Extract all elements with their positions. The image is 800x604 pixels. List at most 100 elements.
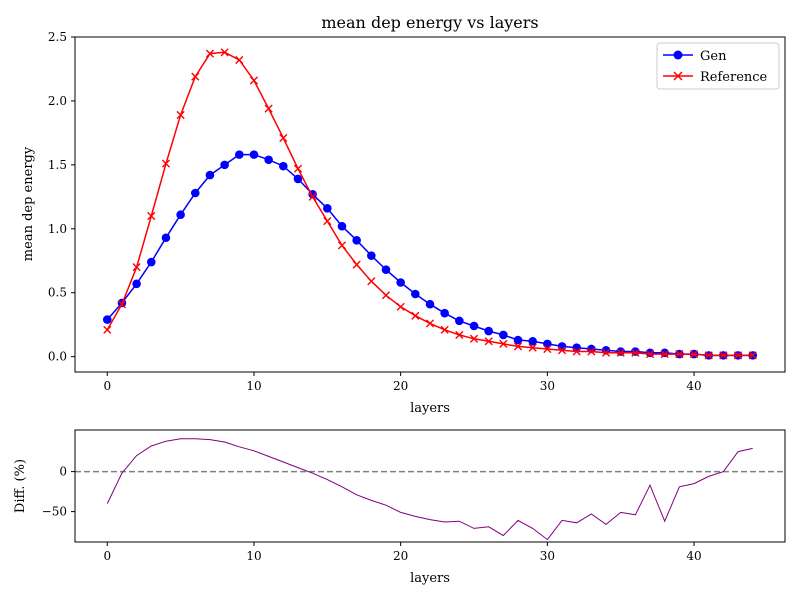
- diff-x-tick-label: 40: [686, 549, 701, 563]
- data-point-gen: [440, 308, 449, 318]
- data-point-reference: [205, 49, 215, 58]
- data-point-reference: [279, 133, 288, 143]
- data-point-gen: [645, 348, 655, 358]
- data-point-reference: [176, 110, 185, 120]
- legend-marker-reference: [673, 71, 683, 81]
- data-point-reference: [103, 325, 112, 334]
- data-point-reference: [264, 104, 273, 113]
- data-point-gen: [234, 150, 244, 159]
- main-y-tick-label: 2.0: [48, 94, 67, 108]
- data-point-reference: [337, 241, 347, 250]
- data-point-reference: [704, 351, 713, 360]
- data-point-reference: [528, 343, 537, 352]
- diff-plot: 0 10 20 30 40 −50 0 layers Diff. (%): [13, 429, 786, 586]
- data-point-reference: [733, 351, 743, 360]
- data-point-reference: [616, 348, 625, 357]
- legend-label-reference: Reference: [700, 70, 768, 85]
- data-point-gen: [249, 150, 259, 159]
- main-y-tick-label: 1.0: [48, 222, 67, 236]
- data-point-reference: [543, 344, 552, 354]
- data-point-reference: [689, 350, 699, 359]
- data-point-reference: [220, 48, 229, 57]
- diff-x-tick-label: 30: [540, 549, 555, 563]
- main-x-tick-label: 10: [246, 379, 261, 393]
- data-point-reference: [469, 334, 479, 343]
- data-point-gen: [455, 316, 464, 326]
- main-x-axis-label: layers: [410, 401, 450, 416]
- data-point-reference: [367, 277, 376, 286]
- data-point-reference: [748, 351, 757, 360]
- data-point-reference: [352, 260, 361, 269]
- data-point-reference: [249, 76, 259, 85]
- diff-y-tick-label: −50: [42, 505, 67, 519]
- data-point-reference: [587, 347, 596, 356]
- main-marks: [102, 48, 758, 360]
- diff-x-tick-label: 20: [393, 549, 408, 563]
- main-x-tick-label: 30: [540, 379, 555, 393]
- data-point-gen: [279, 161, 288, 171]
- legend-label-gen: Gen: [700, 49, 727, 64]
- diff-marks: [75, 438, 785, 541]
- data-point-gen: [323, 204, 332, 213]
- data-point-gen: [660, 348, 670, 358]
- data-point-reference: [161, 159, 171, 168]
- data-point-reference: [117, 300, 127, 309]
- data-point-gen: [484, 326, 493, 336]
- chart-title: mean dep energy vs layers: [321, 13, 538, 32]
- diff-y-tick-label: 0: [59, 465, 67, 479]
- diff-y-ticks: −50 0: [42, 465, 75, 519]
- data-point-gen: [352, 236, 361, 245]
- data-point-gen: [499, 330, 508, 340]
- main-y-ticks: 0.0 0.5 1.0 1.5 2.0 2.5: [48, 30, 75, 364]
- data-point-reference: [191, 72, 200, 81]
- data-point-gen: [425, 299, 435, 309]
- data-point-reference: [381, 291, 391, 300]
- data-point-reference: [572, 347, 581, 356]
- data-point-reference: [293, 164, 303, 173]
- data-point-reference: [484, 337, 493, 346]
- main-plot: mean dep energy vs layers 0 10 20 30 40 0.00…: [21, 13, 786, 416]
- data-point-gen: [528, 337, 537, 346]
- data-point-gen: [146, 257, 156, 267]
- data-point-reference: [455, 330, 464, 340]
- data-point-gen: [396, 278, 405, 287]
- data-point-gen: [102, 315, 112, 324]
- data-point-gen: [176, 210, 185, 220]
- data-point-reference: [557, 346, 567, 355]
- diff-x-tick-label: 0: [103, 549, 111, 563]
- data-point-gen: [631, 347, 640, 356]
- data-point-reference: [645, 350, 655, 359]
- main-x-tick-label: 20: [393, 379, 408, 393]
- data-point-gen: [132, 279, 141, 289]
- diff-x-tick-label: 10: [246, 549, 261, 563]
- data-point-gen: [367, 251, 376, 260]
- diff-series-line: [106, 438, 753, 541]
- data-point-gen: [293, 174, 303, 184]
- data-point-gen: [337, 221, 347, 231]
- data-point-reference: [323, 217, 332, 226]
- legend: Gen Reference: [656, 42, 780, 90]
- main-y-tick-label: 1.5: [48, 158, 67, 172]
- data-point-reference: [675, 350, 684, 359]
- main-y-tick-label: 0.0: [48, 350, 67, 364]
- diff-x-ticks: 0 10 20 30 40: [103, 542, 702, 563]
- main-x-ticks: 0 10 20 30 40: [103, 372, 702, 393]
- data-point-gen: [190, 188, 200, 198]
- data-point-reference: [132, 263, 141, 272]
- data-point-gen: [161, 233, 171, 243]
- data-point-reference: [601, 348, 611, 357]
- data-point-reference: [235, 55, 244, 65]
- data-point-reference: [425, 319, 435, 328]
- diff-y-axis-label: Diff. (%): [13, 459, 28, 513]
- data-point-reference: [411, 311, 420, 320]
- data-point-gen: [381, 265, 391, 275]
- main-y-tick-label: 0.5: [48, 286, 67, 300]
- data-point-gen: [469, 321, 479, 331]
- data-point-gen: [513, 335, 523, 345]
- data-point-reference: [440, 325, 449, 334]
- main-y-axis-label: mean dep energy: [21, 146, 36, 261]
- diff-x-axis-label: layers: [410, 571, 450, 586]
- legend-marker-gen: [673, 50, 683, 60]
